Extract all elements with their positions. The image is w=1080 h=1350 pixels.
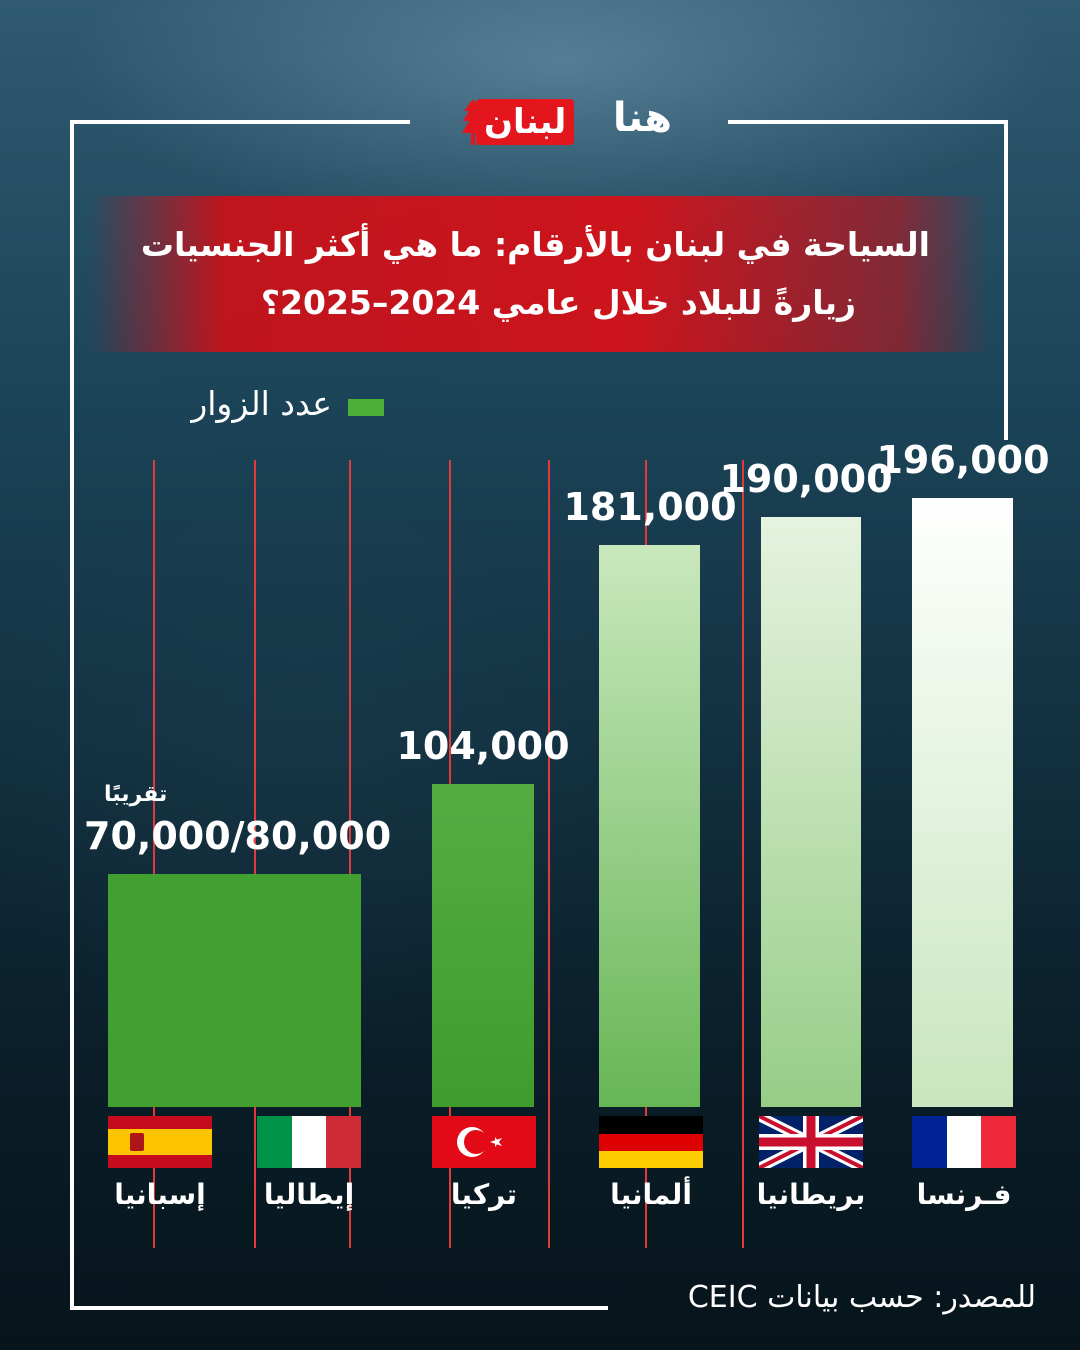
country-label: فـرنسا xyxy=(916,1178,1012,1211)
frame-bottom xyxy=(70,1306,608,1310)
divider-line xyxy=(548,460,550,1248)
chart-bar xyxy=(761,517,861,1107)
chart-bar xyxy=(599,545,700,1107)
frame-left xyxy=(70,120,74,1310)
logo-lubnan: لبنان xyxy=(476,99,575,145)
frame-top-right xyxy=(728,120,1008,124)
uk-flag-icon xyxy=(759,1116,863,1168)
approx-note: تقريبًا xyxy=(104,782,168,807)
brand-logo: لبنان هنا xyxy=(462,93,672,155)
data-label: 104,000 xyxy=(396,724,570,768)
country-label: ألمانيا xyxy=(610,1178,692,1211)
data-label: 70,000/80,000 xyxy=(84,814,392,858)
chart-bar xyxy=(108,874,361,1107)
divider-line xyxy=(742,460,744,1248)
germany-flag-icon xyxy=(599,1116,703,1168)
data-label: 190,000 xyxy=(719,457,893,501)
italy-flag-icon xyxy=(257,1116,361,1168)
country-label: تركيا xyxy=(450,1178,518,1211)
page-title: السياحة في لبنان بالأرقام: ما هي أكثر ال… xyxy=(120,216,930,332)
chart-bar xyxy=(432,784,534,1107)
data-label: 196,000 xyxy=(876,438,1050,482)
frame-top-left xyxy=(70,120,410,124)
title-line-2: زيارةً للبلاد خلال عامي 2024–2025؟ xyxy=(260,283,856,322)
country-label: بريطانيا xyxy=(756,1178,866,1211)
legend-label: عدد الزوار xyxy=(191,384,332,423)
country-label: إسبانيا xyxy=(114,1178,206,1211)
spain-flag-icon xyxy=(108,1116,212,1168)
country-label: إيطاليا xyxy=(263,1178,355,1211)
divider-line xyxy=(153,460,155,1248)
data-label: 181,000 xyxy=(563,485,737,529)
divider-line xyxy=(349,460,351,1248)
turkey-flag-icon xyxy=(432,1116,536,1168)
title-band xyxy=(90,196,990,352)
divider-line xyxy=(254,460,256,1248)
france-flag-icon xyxy=(912,1116,1016,1168)
frame-right xyxy=(1004,120,1008,440)
logo-hana: هنا xyxy=(612,95,672,141)
title-line-1: السياحة في لبنان بالأرقام: ما هي أكثر ال… xyxy=(140,225,930,264)
legend-swatch xyxy=(348,399,384,416)
source-note: للمصدر: حسب بيانات CEIC xyxy=(687,1280,1036,1315)
chart-bar xyxy=(912,498,1013,1107)
